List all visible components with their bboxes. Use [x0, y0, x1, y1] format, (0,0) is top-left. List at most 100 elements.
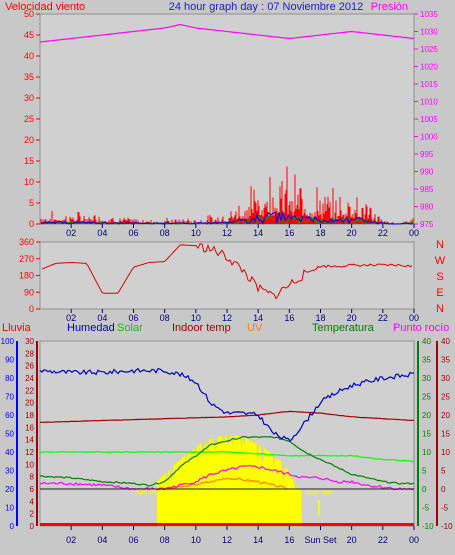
solar-line	[39, 450, 415, 463]
time-tick-label: 02	[66, 313, 76, 323]
time-tick-label: 10	[191, 228, 201, 238]
temperature-tick-label: -10	[422, 522, 434, 531]
wind-tick-label: 40	[24, 51, 34, 61]
temperature-tick-label: 5	[422, 467, 427, 476]
direction-tick-label: 360	[19, 237, 34, 247]
time-tick-label: 06	[128, 228, 138, 238]
indoor-temp-tick-label: 25	[441, 393, 450, 402]
time-tick-label: 12	[222, 228, 232, 238]
wind-tick-label: 0	[29, 219, 34, 229]
time-tick-label: 08	[160, 313, 170, 323]
rain-tick-label: 22	[25, 386, 34, 395]
temperature-tick-label: 10	[422, 448, 431, 457]
indoor-temp-tick-label: 30	[441, 374, 450, 383]
pressure-tick-label: 990	[420, 168, 434, 177]
rain-tick-label: 2	[30, 510, 35, 519]
rain-tick-label: 30	[25, 337, 34, 346]
humidity-tick-label: 70	[5, 393, 14, 402]
temperature-tick-label: 20	[422, 411, 431, 420]
time-tick-label: 08	[160, 535, 170, 545]
indoor-temp-tick-label: -5	[441, 504, 449, 513]
legend-punto-rocio: Punto rocío	[393, 322, 449, 334]
time-tick-label: 14	[253, 228, 263, 238]
time-tick-label: 12	[222, 535, 232, 545]
indoor-temp-tick-label: 20	[441, 411, 450, 420]
time-tick-label: 04	[97, 535, 107, 545]
wind-tick-label: 35	[24, 72, 34, 82]
rain-tick-label: 12	[25, 448, 34, 457]
temperature-tick-label: 25	[422, 393, 431, 402]
pressure-tick-label: 1015	[420, 80, 438, 89]
rain-tick-label: 20	[25, 399, 34, 408]
pressure-axis-title: Presión	[371, 1, 408, 13]
rain-tick-label: 28	[25, 349, 34, 358]
time-tick-label: 22	[378, 535, 388, 545]
pressure-tick-label: 995	[420, 150, 434, 159]
time-tick-label: 22	[378, 228, 388, 238]
time-tick-label: 20	[347, 535, 357, 545]
direction-tick-label: 180	[19, 271, 34, 281]
legend-temperatura: Temperatura	[312, 322, 375, 334]
time-tick-label: 04	[97, 228, 107, 238]
indoor-temp-tick-label: 10	[441, 448, 450, 457]
pressure-tick-label: 980	[420, 203, 434, 212]
humidity-tick-label: 50	[5, 430, 14, 439]
humidity-tick-label: 20	[5, 485, 14, 494]
temperature-tick-label: 0	[422, 485, 427, 494]
compass-label: W	[435, 255, 446, 267]
time-tick-label: 04	[97, 313, 107, 323]
humidity-tick-label: 80	[5, 374, 14, 383]
rain-tick-label: 14	[25, 436, 34, 445]
wind-direction-line	[41, 243, 413, 300]
pressure-tick-label: 975	[420, 220, 434, 229]
rain-tick-label: 10	[25, 460, 34, 469]
time-tick-label: 06	[128, 535, 138, 545]
time-tick-label: 18	[315, 313, 325, 323]
wind-tick-label: 20	[24, 135, 34, 145]
wind-tick-label: 30	[24, 93, 34, 103]
legend-indoor-temp: Indoor temp	[172, 322, 231, 334]
wind-tick-label: 25	[24, 114, 34, 124]
rain-tick-label: 6	[30, 485, 35, 494]
sunrise-label: Sun Rise	[135, 490, 164, 497]
pressure-tick-label: 1020	[420, 63, 438, 72]
time-tick-label: 10	[191, 313, 201, 323]
rain-tick-label: 4	[30, 497, 35, 506]
legend-lluvia: Lluvia	[2, 322, 32, 334]
rain-tick-label: 16	[25, 423, 34, 432]
humidity-tick-label: 40	[5, 448, 14, 457]
time-tick-label: 18	[315, 228, 325, 238]
compass-label: N	[436, 303, 444, 315]
time-tick-label: 16	[284, 313, 294, 323]
time-tick-label: 22	[378, 313, 388, 323]
direction-tick-label: 90	[24, 287, 34, 297]
legend-humedad: Humedad	[67, 322, 115, 334]
indoor-temp-tick-label: 35	[441, 356, 450, 365]
indoor-temp-tick-label: 5	[441, 467, 446, 476]
wind-average-line	[40, 210, 414, 225]
wind-tick-label: 50	[24, 9, 34, 19]
direction-tick-label: 0	[29, 304, 34, 314]
time-tick-label: 00	[409, 313, 419, 323]
humidity-tick-label: 90	[5, 356, 14, 365]
time-tick-label: 16	[284, 228, 294, 238]
compass-label: N	[436, 239, 444, 251]
wind-tick-label: 10	[24, 177, 34, 187]
rain-tick-label: 24	[25, 374, 34, 383]
indoor-temp-tick-label: 0	[441, 485, 446, 494]
uv-line	[157, 477, 289, 491]
humidity-tick-label: 100	[1, 337, 15, 346]
rain-tick-label: 18	[25, 411, 34, 420]
temperature-tick-label: 15	[422, 430, 431, 439]
rain-tick-label: 26	[25, 362, 34, 371]
plot-area-1	[39, 13, 415, 225]
wind-tick-label: 15	[24, 156, 34, 166]
legend-solar: Solar	[117, 322, 143, 334]
wind-tick-label: 5	[29, 198, 34, 208]
time-tick-label: 16	[284, 535, 294, 545]
temperature-tick-label: -5	[422, 504, 430, 513]
pressure-tick-label: 985	[420, 185, 434, 194]
indoor-temp-line	[39, 410, 414, 423]
humidity-tick-label: 30	[5, 467, 14, 476]
